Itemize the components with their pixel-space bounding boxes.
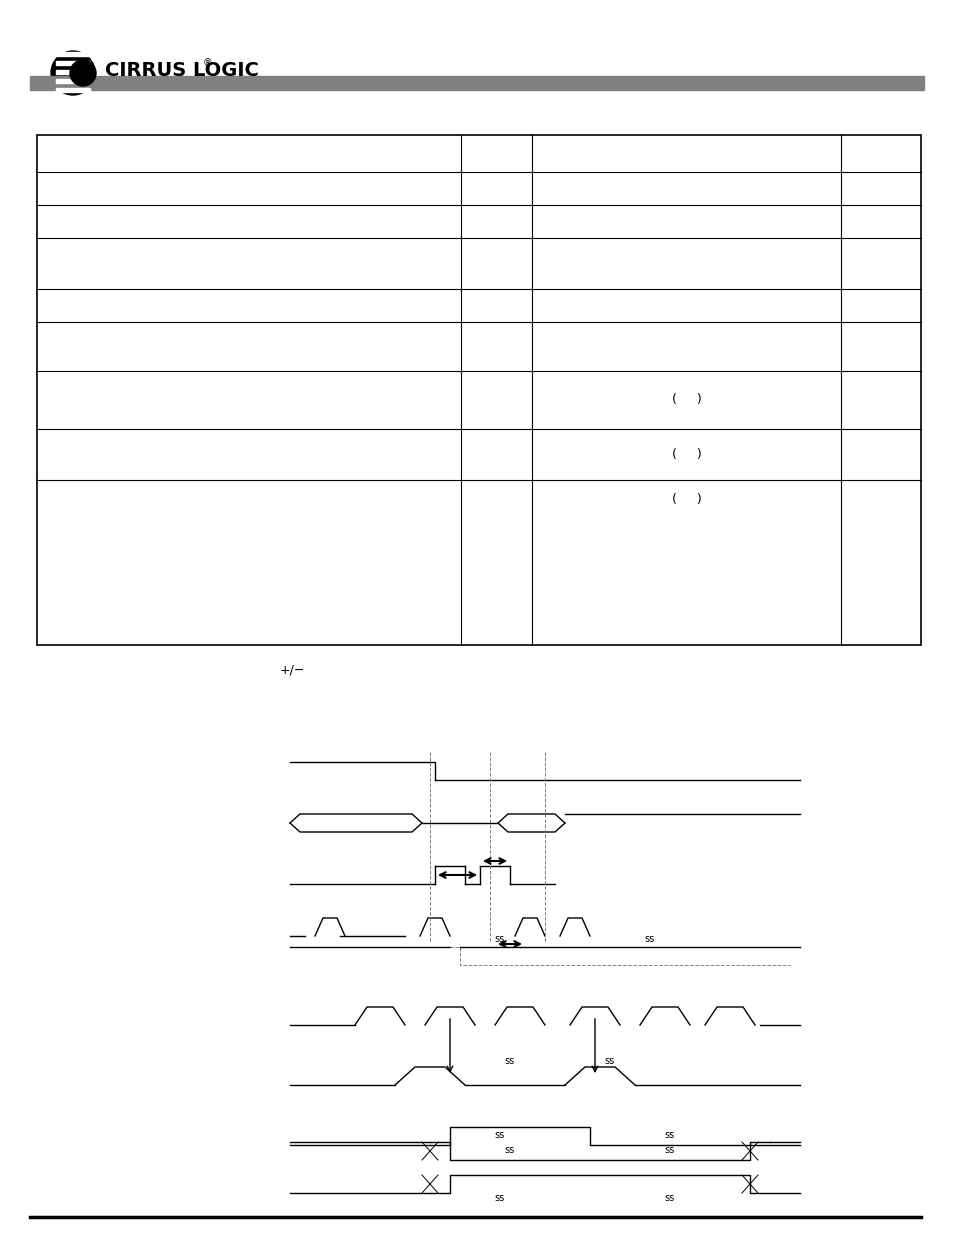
Text: ss: ss	[495, 1193, 504, 1203]
Bar	[56, 88, 90, 91]
Bar	[30, 77, 923, 90]
Bar	[56, 79, 90, 83]
Bar	[56, 98, 90, 101]
Text: ss: ss	[644, 934, 655, 944]
Text: ss: ss	[495, 934, 504, 944]
Text: ss: ss	[604, 1056, 615, 1066]
Text: ss: ss	[664, 1130, 675, 1140]
Text: ss: ss	[495, 1130, 504, 1140]
Text: ss: ss	[664, 1193, 675, 1203]
Text: ss: ss	[504, 1145, 515, 1155]
Text: +/−: +/−	[280, 663, 305, 677]
Text: ®: ®	[203, 58, 213, 68]
Bar	[56, 52, 90, 56]
Bar	[37, 135, 920, 645]
Bar	[56, 70, 90, 74]
Text: ss: ss	[664, 1145, 675, 1155]
Text: (     ): ( )	[671, 394, 700, 406]
Text: (     ): ( )	[671, 448, 700, 461]
Text: CIRRUS LOGIC: CIRRUS LOGIC	[105, 62, 258, 80]
Circle shape	[51, 51, 95, 95]
Text: ss: ss	[504, 1056, 515, 1066]
Text: (     ): ( )	[671, 493, 700, 506]
Circle shape	[70, 61, 96, 86]
Bar	[56, 61, 90, 65]
